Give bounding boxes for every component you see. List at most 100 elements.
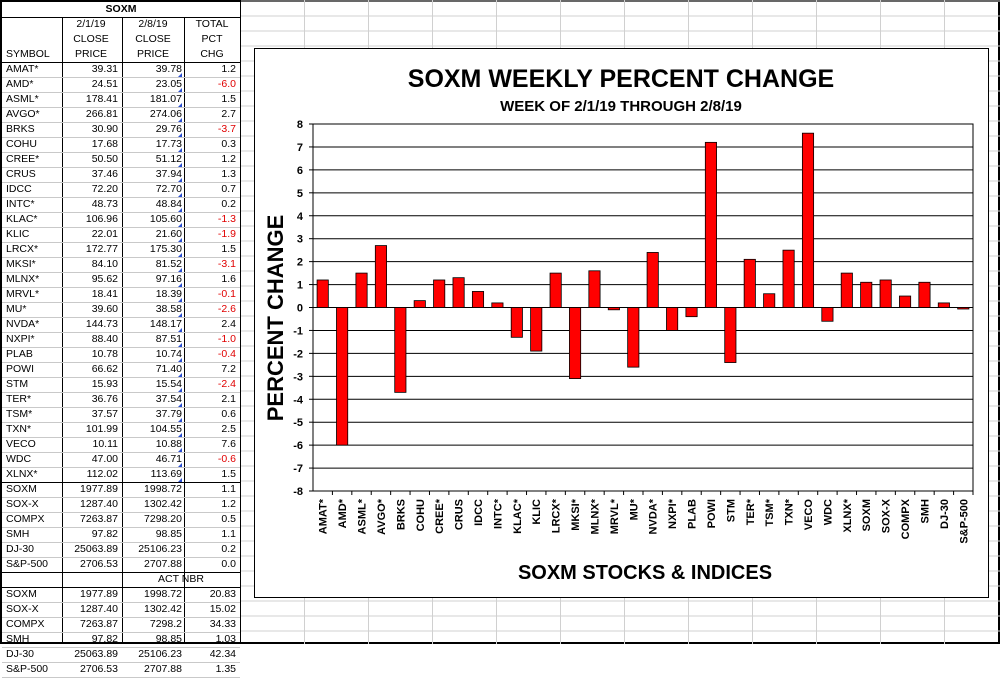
x-tick-label: STM	[725, 499, 737, 522]
bar	[666, 307, 679, 331]
symbol-cell: STM	[6, 378, 29, 390]
symbol-cell: AVGO*	[6, 108, 40, 120]
x-tick-label: COHU	[415, 499, 427, 531]
pct-change-cell: -0.1	[217, 288, 236, 300]
bar	[957, 307, 970, 310]
table-column-rule	[62, 17, 63, 642]
table-rule	[2, 632, 240, 633]
pct-change-cell: 1.5	[221, 468, 236, 480]
table-header-cell: PCT	[201, 33, 223, 45]
symbol-cell: IDCC	[6, 183, 32, 195]
price-cell: 72.20	[91, 183, 118, 195]
bar	[452, 277, 465, 308]
y-tick-label: 3	[297, 234, 303, 246]
bar	[607, 307, 620, 311]
y-axis-label: PERCENT CHANGE	[263, 215, 288, 422]
price-cell: 2706.53	[80, 663, 118, 675]
x-tick-label: IDCC	[473, 499, 485, 526]
price-cell: 7298.20	[144, 513, 182, 525]
symbol-cell: KLIC	[6, 228, 30, 240]
cell-marker-icon	[178, 73, 182, 77]
price-cell: 37.46	[91, 168, 118, 180]
x-tick-label: AVGO*	[376, 498, 388, 535]
symbol-cell: COMPX	[6, 513, 45, 525]
pct-change-cell: 7.6	[221, 438, 236, 450]
price-cell: 104.55	[149, 423, 182, 435]
y-tick-label: -3	[293, 371, 303, 383]
symbol-cell: SOX-X	[6, 603, 39, 615]
chart-area[interactable]: SOXM WEEKLY PERCENT CHANGE WEEK OF 2/1/1…	[254, 48, 989, 598]
pct-change-cell: 1.1	[221, 483, 236, 495]
price-cell: 2706.53	[80, 558, 118, 570]
price-cell: 181.07	[149, 93, 182, 105]
cell-marker-icon	[178, 358, 182, 362]
x-tick-label: INTC*	[492, 498, 504, 529]
pct-change-cell: 0.6	[221, 408, 236, 420]
bar	[394, 307, 407, 393]
price-cell: 36.76	[91, 393, 118, 405]
price-cell: 97.16	[155, 273, 182, 285]
table-rule	[2, 467, 240, 468]
table-rule	[2, 167, 240, 168]
price-cell: 39.31	[91, 63, 118, 75]
symbol-cell: COHU	[6, 138, 37, 150]
pct-change-cell: -0.4	[217, 348, 236, 360]
table-rule	[2, 317, 240, 318]
price-cell: 30.90	[91, 123, 118, 135]
actual-change-cell: 1.35	[215, 663, 236, 675]
symbol-cell: NVDA*	[6, 318, 40, 330]
x-tick-label: CRUS	[454, 499, 466, 530]
pct-change-cell: 0.0	[221, 558, 236, 570]
cell-marker-icon	[178, 283, 182, 287]
pct-change-cell: 0.2	[221, 543, 236, 555]
x-tick-label: S&P-500	[958, 499, 970, 544]
bar-chart: SOXM WEEKLY PERCENT CHANGE WEEK OF 2/1/1…	[263, 65, 974, 584]
price-cell: 10.11	[92, 438, 119, 450]
table-title: SOXM	[105, 3, 137, 15]
price-cell: 1977.89	[80, 483, 118, 495]
x-tick-label: LRCX*	[551, 498, 563, 533]
price-cell: 37.57	[91, 408, 118, 420]
table-rule	[2, 482, 240, 483]
price-cell: 148.17	[149, 318, 182, 330]
bar	[879, 279, 892, 308]
table-header-cell: TOTAL	[195, 18, 229, 30]
x-tick-label: MLNX*	[589, 498, 601, 534]
price-cell: 10.78	[91, 348, 118, 360]
price-cell: 71.40	[155, 363, 182, 375]
table-rule	[2, 617, 240, 618]
cell-marker-icon	[178, 298, 182, 302]
y-tick-label: 7	[297, 142, 303, 154]
table-rule	[2, 107, 240, 108]
symbol-cell: MKSI*	[6, 258, 36, 270]
price-cell: 113.69	[150, 468, 182, 480]
price-cell: 1998.72	[144, 588, 182, 600]
cell-marker-icon	[178, 103, 182, 107]
symbol-cell: PLAB	[6, 348, 33, 360]
symbol-cell: SOXM	[6, 483, 37, 495]
bar	[782, 249, 795, 308]
pct-change-cell: 2.7	[221, 108, 236, 120]
price-cell: 1287.40	[80, 603, 118, 615]
table-rule	[2, 392, 240, 393]
cell-marker-icon	[178, 88, 182, 92]
x-tick-label: AMAT*	[318, 498, 330, 534]
table-rule	[2, 62, 240, 63]
symbol-cell: SMH	[6, 633, 30, 645]
symbol-cell: XLNX*	[6, 468, 38, 480]
table-header-cell: 2/8/19	[138, 18, 168, 30]
y-tick-label: -1	[293, 325, 303, 337]
x-tick-label: AMD*	[337, 498, 349, 528]
table-rule	[2, 197, 240, 198]
x-axis-label: SOXM STOCKS & INDICES	[518, 562, 772, 584]
chart-title: SOXM WEEKLY PERCENT CHANGE	[408, 65, 834, 93]
cell-marker-icon	[178, 433, 182, 437]
price-cell: 24.51	[91, 78, 118, 90]
price-cell: 47.00	[91, 453, 118, 465]
actual-change-cell: 15.02	[209, 603, 236, 615]
bar	[549, 272, 562, 308]
price-cell: 1287.40	[80, 498, 118, 510]
actual-change-cell: 20.83	[209, 588, 236, 600]
price-cell: 23.05	[155, 78, 182, 90]
price-cell: 15.93	[91, 378, 118, 390]
